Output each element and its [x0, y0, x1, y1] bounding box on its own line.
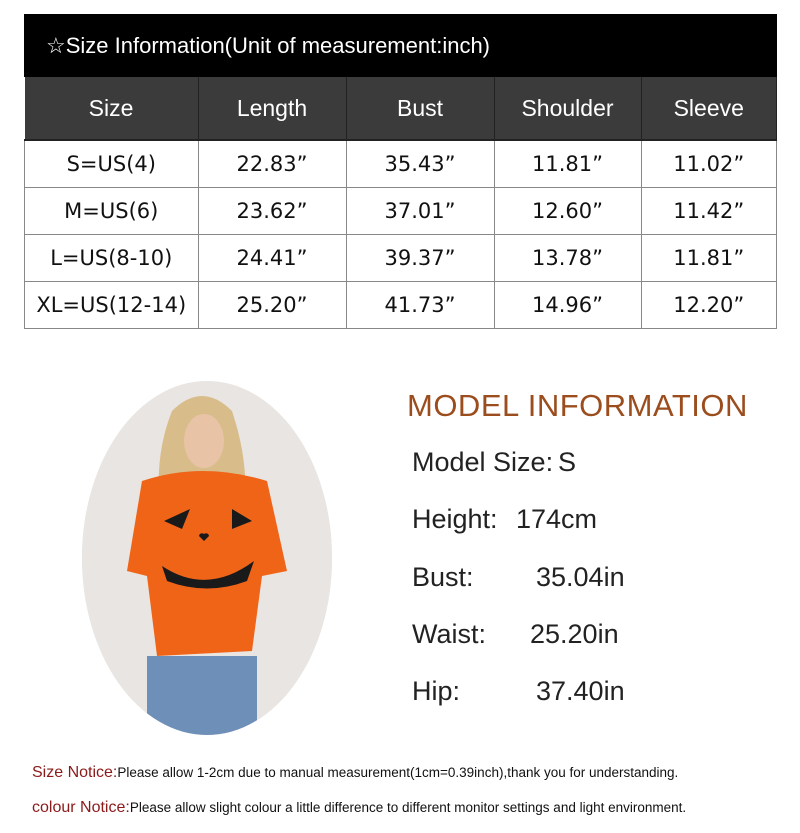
header-length: Length — [198, 77, 347, 141]
jeans — [147, 656, 257, 735]
table-cell: 39.37” — [345, 234, 495, 282]
table-cell: 11.81” — [493, 139, 642, 188]
table-cell: 11.42” — [640, 187, 777, 235]
table-cell: 37.01” — [345, 187, 495, 235]
colour-notice: colour Notice:Please allow slight colour… — [32, 799, 686, 817]
table-cell: 23.62” — [197, 187, 347, 235]
table-cell: 11.02” — [640, 139, 777, 188]
model-info-item: Hip: 37.40in — [412, 676, 625, 707]
table-cell: 35.43” — [345, 139, 495, 188]
table-cell: XL=US(12-14) — [24, 281, 199, 329]
table-cell: 12.60” — [493, 187, 642, 235]
table-cell: 12.20” — [640, 281, 777, 329]
colour-notice-label: colour Notice: — [32, 799, 130, 816]
table-cell: 13.78” — [493, 234, 642, 282]
model-info-item: Model Size: S — [412, 447, 576, 478]
table-cell: L=US(8-10) — [24, 234, 199, 282]
model-info-label: Model Size: — [412, 447, 554, 477]
model-info-item: Height: 174cm — [412, 504, 597, 535]
colour-notice-text: Please allow slight colour a little diff… — [129, 800, 687, 815]
table-cell: 14.96” — [493, 281, 642, 329]
model-info-label: Hip: — [412, 676, 461, 706]
model-info-value: 25.20in — [530, 619, 619, 649]
table-cell: 41.73” — [345, 281, 495, 329]
table-row: S=US(4) 22.83” 35.43” 11.81” 11.02” — [24, 139, 777, 188]
table-cell: 11.81” — [640, 234, 777, 282]
header-shoulder: Shoulder — [494, 77, 642, 141]
table-cell: 22.83” — [197, 139, 347, 188]
model-info-label: Bust: — [412, 562, 474, 592]
header-size: Size — [24, 77, 199, 141]
table-row: L=US(8-10) 24.41” 39.37” 13.78” 11.81” — [24, 234, 777, 282]
model-info-label: Waist: — [412, 619, 486, 649]
model-info-title: MODEL INFORMATION — [407, 388, 748, 423]
pumpkin-face — [162, 509, 254, 589]
model-info-item: Bust: 35.04in — [412, 562, 625, 593]
sweater — [127, 471, 287, 656]
model-info-value: S — [558, 447, 577, 477]
model-info-value: 174cm — [516, 504, 598, 534]
size-notice: Size Notice:Please allow 1-2cm due to ma… — [32, 764, 678, 782]
table-cell: S=US(4) — [24, 139, 199, 188]
table-cell: M=US(6) — [24, 187, 199, 235]
face — [184, 414, 224, 468]
model-info-item: Waist: 25.20in — [412, 619, 619, 650]
header-bust: Bust — [346, 77, 495, 141]
size-table: Size Length Bust Shoulder Sleeve S=US(4)… — [24, 77, 777, 329]
size-notice-label: Size Notice: — [32, 764, 118, 781]
size-info-title: ☆Size Information(Unit of measurement:in… — [24, 14, 777, 77]
model-info-value: 35.04in — [536, 562, 625, 592]
table-cell: 25.20” — [197, 281, 347, 329]
model-photo — [82, 381, 332, 735]
table-row: M=US(6) 23.62” 37.01” 12.60” 11.42” — [24, 187, 777, 235]
size-notice-text: Please allow 1-2cm due to manual measure… — [117, 765, 679, 780]
model-info-value: 37.40in — [536, 676, 625, 706]
table-row: XL=US(12-14) 25.20” 41.73” 14.96” 12.20” — [24, 281, 777, 329]
header-sleeve: Sleeve — [641, 77, 777, 141]
table-cell: 24.41” — [197, 234, 347, 282]
model-info-label: Height: — [412, 504, 498, 534]
header-row: Size Length Bust Shoulder Sleeve — [24, 77, 777, 141]
